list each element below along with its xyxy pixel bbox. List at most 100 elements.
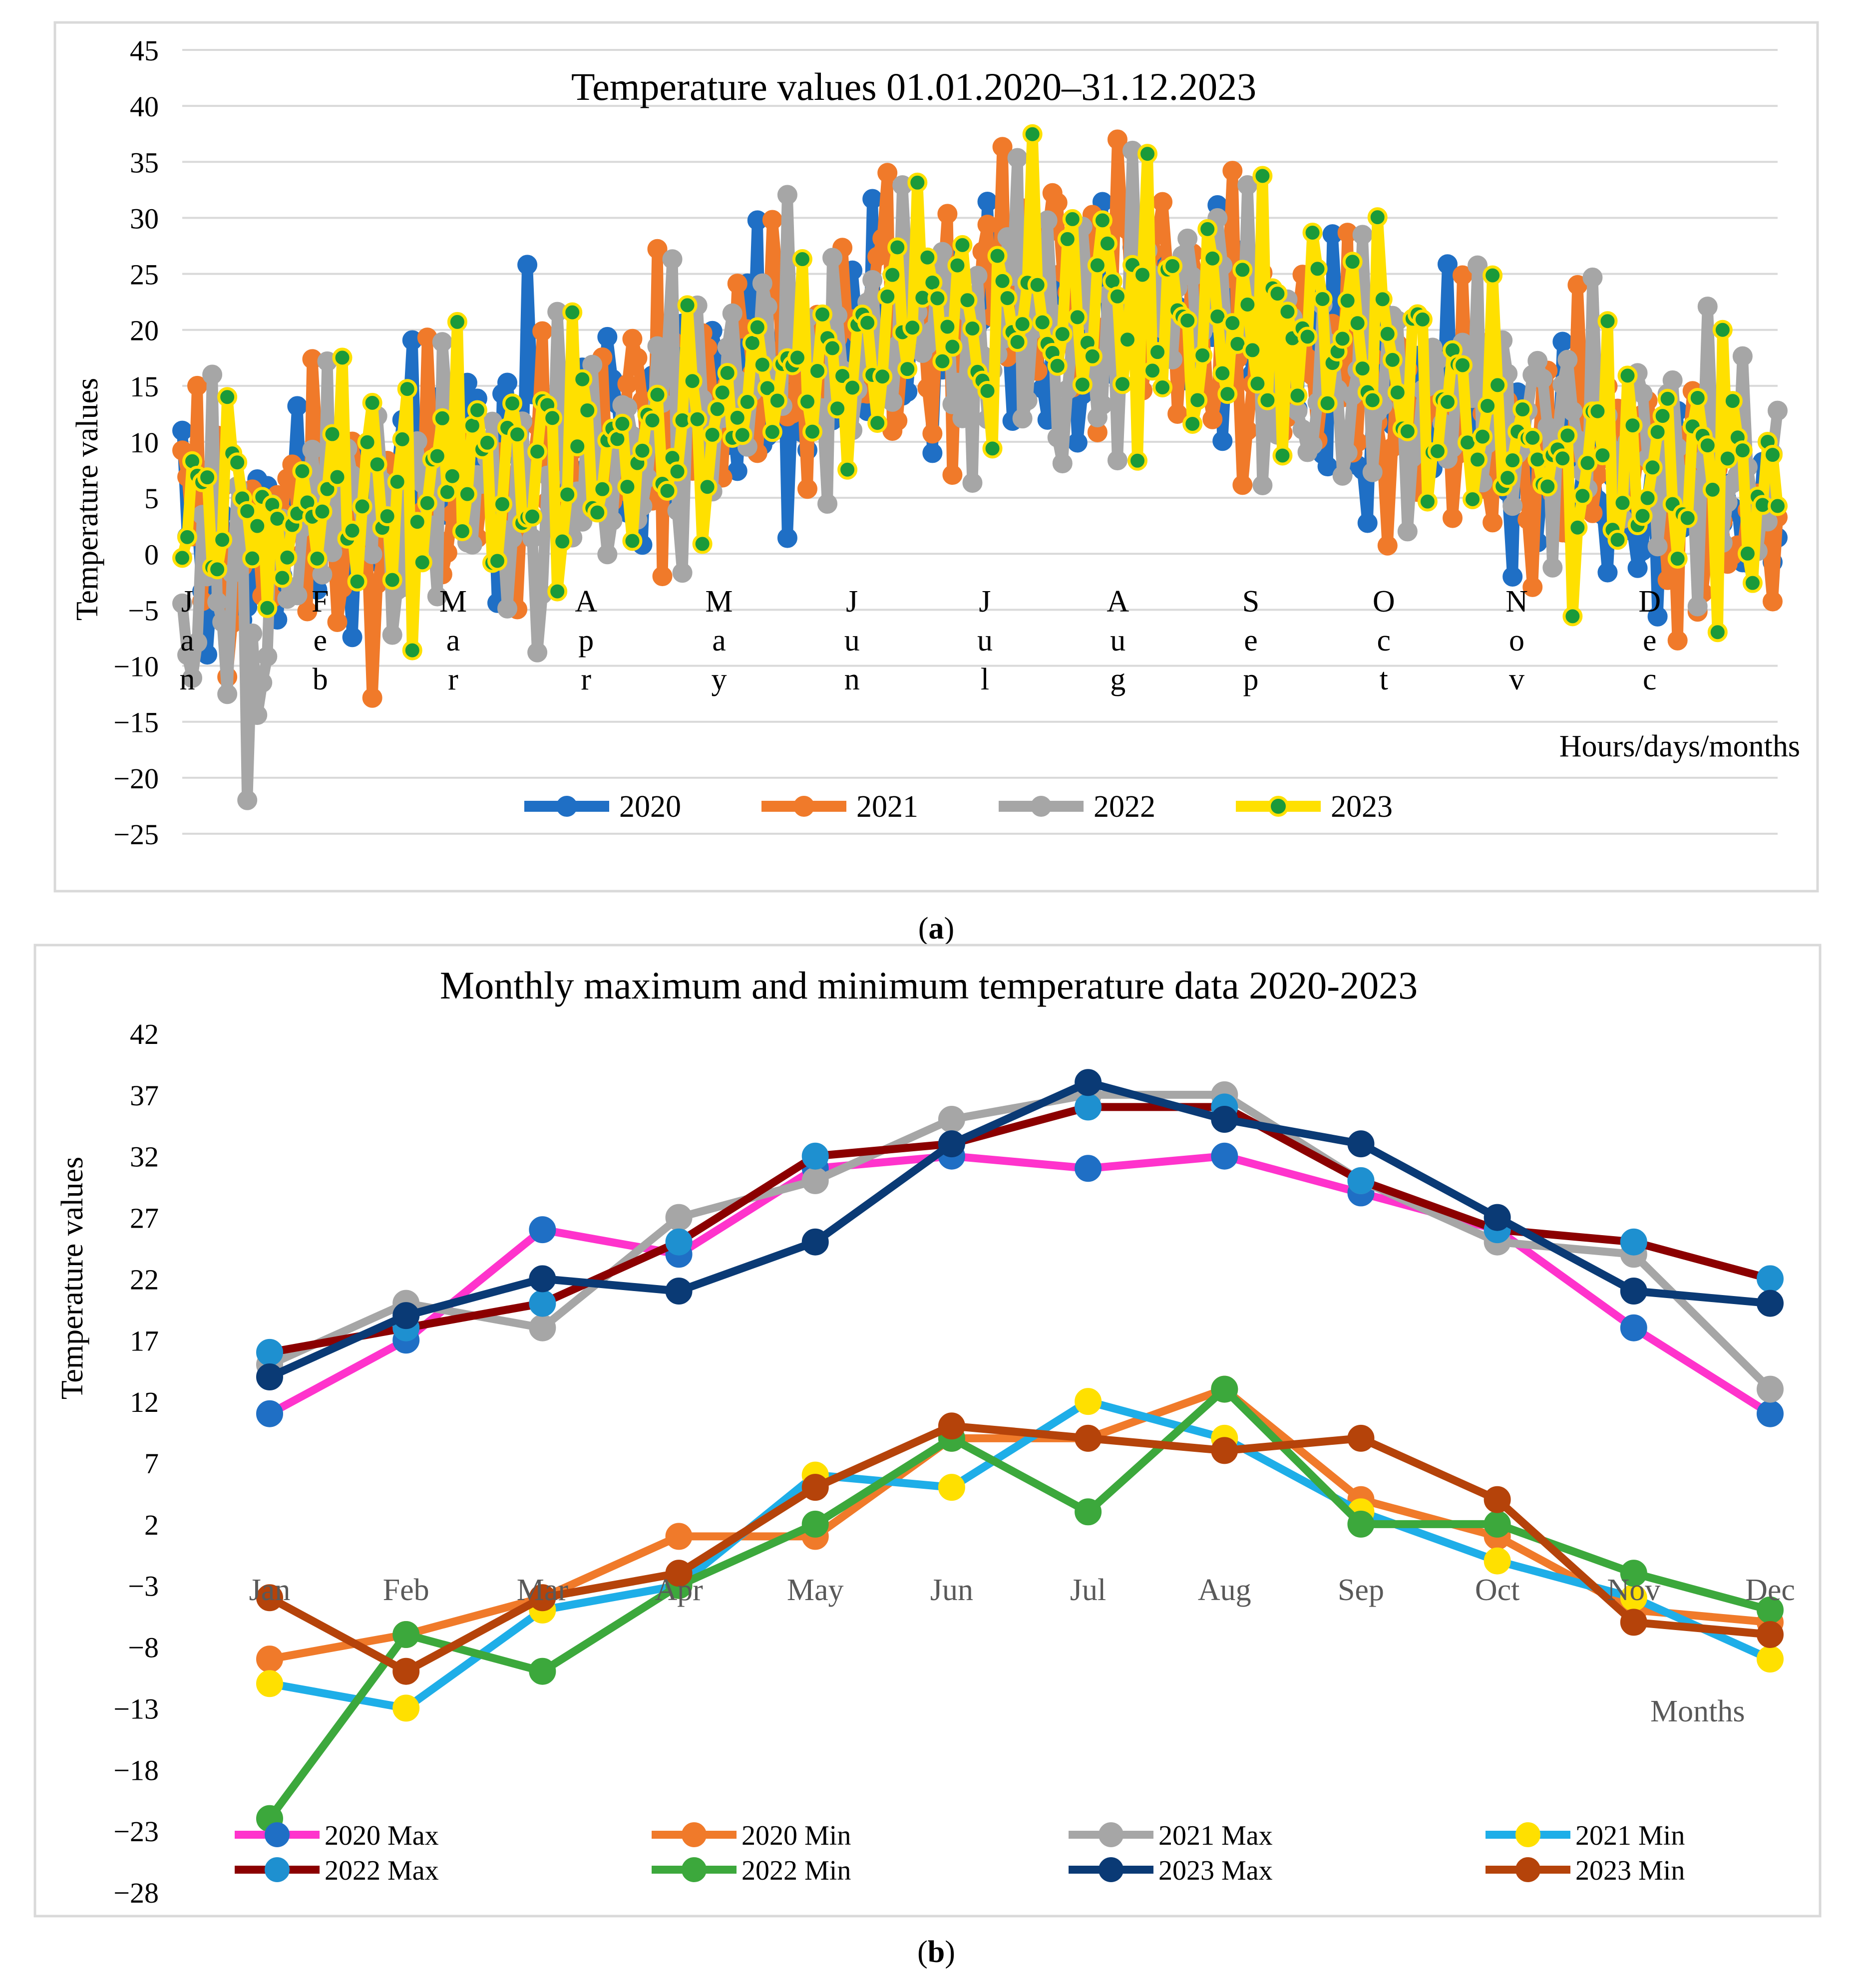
- chart-a-point: [622, 531, 643, 551]
- chart-a-point: [862, 270, 883, 290]
- chart-a-point: [1527, 350, 1548, 371]
- chart-a-point: [1027, 275, 1048, 295]
- chart-a-point: [1222, 313, 1243, 333]
- chart-a-point: [882, 265, 903, 285]
- chart-a-point: [602, 510, 623, 531]
- chart-a-point: [922, 423, 943, 444]
- chart-a-point: [1377, 535, 1398, 556]
- chart-b-point: [392, 1621, 420, 1648]
- chart-a-point: [172, 548, 192, 568]
- chart-a-point: [1237, 175, 1258, 195]
- chart-b-series: [256, 1069, 1784, 1390]
- chart-b-y-tick-label: −18: [113, 1754, 159, 1786]
- chart-a-point: [1562, 401, 1583, 421]
- chart-a-point: [1662, 370, 1683, 390]
- chart-a-point: [487, 551, 507, 571]
- chart-a-point: [767, 390, 787, 411]
- chart-a-point: [542, 408, 563, 428]
- chart-a-point: [932, 351, 953, 371]
- chart-a-point: [1722, 391, 1743, 411]
- chart-a-point: [982, 438, 1003, 459]
- chart-a-point: [187, 632, 208, 653]
- chart-a-point: [1232, 475, 1253, 495]
- chart-a-point: [877, 286, 898, 307]
- chart-b-point: [1757, 1646, 1784, 1673]
- chart-a-month-label: n: [844, 663, 860, 696]
- chart-b-point: [256, 1338, 283, 1366]
- chart-a-point: [727, 407, 747, 428]
- panel-b-caption: (b): [917, 1935, 955, 1969]
- chart-a-point: [552, 531, 573, 552]
- chart-a-point: [662, 249, 683, 270]
- chart-b-point: [1757, 1265, 1784, 1293]
- chart-b-y-tick-label: 27: [130, 1202, 159, 1235]
- chart-a-month-label: n: [180, 663, 195, 696]
- chart-a-month-label: p: [578, 624, 594, 658]
- chart-a-month-label: r: [581, 663, 591, 696]
- chart-a-month-label: S: [1242, 585, 1259, 619]
- chart-a-point: [1052, 324, 1073, 344]
- chart-a-point: [1557, 425, 1578, 446]
- chart-a-point: [587, 502, 608, 523]
- chart-a-point: [1107, 286, 1127, 307]
- chart-a-point: [1237, 294, 1258, 315]
- chart-a-point: [1632, 506, 1653, 526]
- chart-a-point: [1087, 255, 1108, 276]
- chart-a-point: [952, 235, 973, 255]
- chart-a-point: [952, 408, 973, 428]
- chart-a-point: [887, 410, 908, 431]
- chart-a-point: [237, 501, 258, 521]
- chart-b-point: [1620, 1278, 1647, 1305]
- chart-a-point: [197, 467, 218, 488]
- chart-a-month-label: u: [977, 624, 993, 658]
- chart-a-point: [1012, 314, 1033, 334]
- chart-b-legend-label: 2020 Min: [742, 1820, 851, 1851]
- chart-a-point: [172, 420, 192, 441]
- chart-a-point: [672, 563, 693, 583]
- chart-b-point: [1757, 1400, 1784, 1427]
- chart-b-legend-marker: [1099, 1857, 1123, 1882]
- chart-a-y-tick-label: 0: [144, 538, 159, 571]
- chart-a-point: [842, 377, 863, 398]
- chart-a-plot-area: [172, 124, 1788, 810]
- chart-b-point: [529, 1314, 556, 1341]
- chart-b-point: [801, 1142, 829, 1170]
- chart-a-point: [437, 482, 457, 502]
- chart-a-point: [1032, 312, 1053, 332]
- chart-a-point: [312, 501, 333, 522]
- chart-a-point: [217, 684, 238, 704]
- chart-a-point: [1212, 431, 1233, 451]
- chart-a-point: [652, 566, 673, 587]
- chart-b-point: [529, 1265, 556, 1293]
- chart-a-point: [907, 172, 928, 193]
- chart-b-y-axis-label: Temperature values: [55, 1157, 89, 1399]
- chart-a-point: [1022, 124, 1043, 144]
- chart-a-point: [1047, 427, 1068, 448]
- chart-a-point: [612, 413, 633, 434]
- chart-a-point: [1502, 566, 1523, 587]
- chart-a-point: [342, 627, 363, 648]
- chart-a-point: [427, 586, 447, 607]
- chart-b-legend: 2020 Max 2020 Min 2021 Max 2021 Min 2022 Max…: [235, 1820, 1685, 1886]
- chart-a-point: [1242, 340, 1263, 360]
- chart-a-point: [777, 185, 797, 205]
- chart-a-point: [477, 432, 497, 453]
- chart-a-point: [1542, 557, 1563, 578]
- chart-a-point: [1557, 349, 1578, 370]
- chart-b-legend-label: 2020 Max: [325, 1820, 439, 1851]
- chart-a-point: [1597, 562, 1618, 583]
- chart-a-point: [737, 392, 757, 412]
- chart-a-month-label: e: [1244, 624, 1258, 658]
- chart-a-point: [1742, 573, 1763, 593]
- chart-a-point: [807, 360, 827, 381]
- chart-a-point: [522, 528, 543, 549]
- chart-a-point: [447, 312, 467, 332]
- chart-b-legend-label: 2022 Max: [325, 1855, 439, 1886]
- chart-a-month-label: a: [446, 624, 460, 658]
- chart-a-point: [1768, 496, 1788, 516]
- chart-a-legend-marker: [793, 796, 814, 817]
- chart-a-point: [462, 534, 482, 555]
- chart-a-point: [862, 189, 883, 209]
- chart-a-point: [1182, 267, 1203, 287]
